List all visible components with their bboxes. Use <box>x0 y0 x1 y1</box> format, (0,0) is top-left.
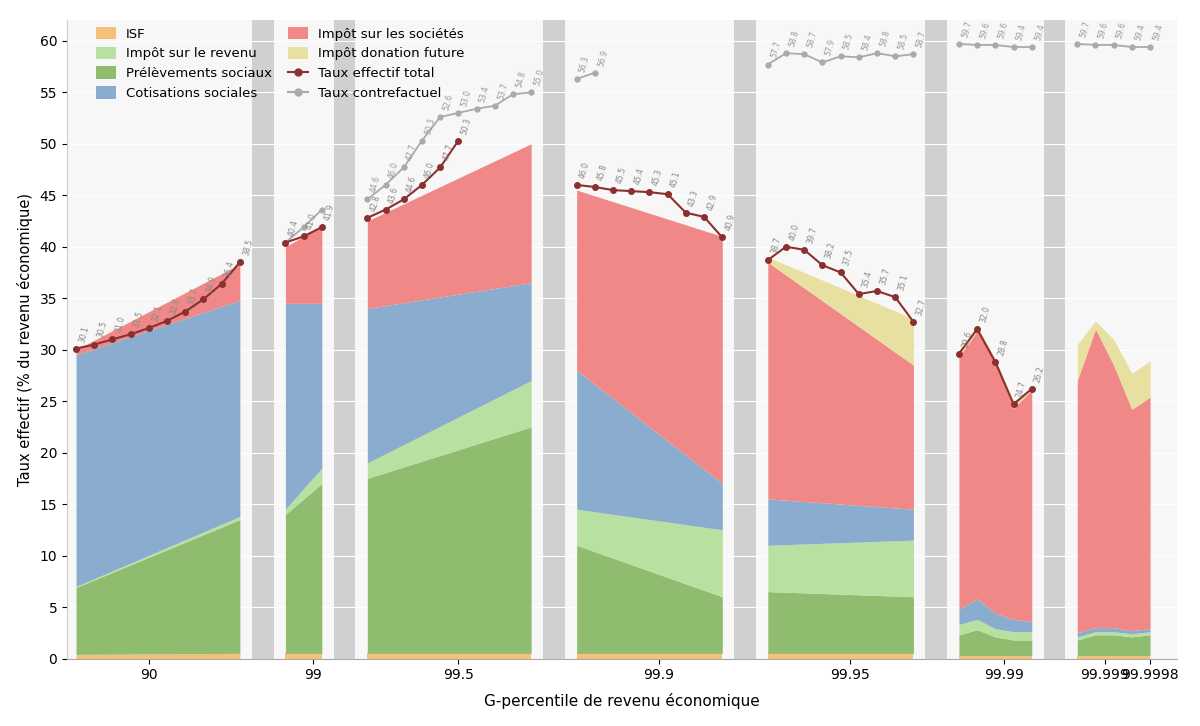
Text: 46.0: 46.0 <box>386 160 400 179</box>
Text: 59.6: 59.6 <box>997 20 1010 39</box>
Text: 41.0: 41.0 <box>305 212 318 231</box>
Text: 53.4: 53.4 <box>478 84 491 103</box>
Text: 45.3: 45.3 <box>650 168 664 187</box>
Text: 46.0: 46.0 <box>578 160 592 179</box>
Text: 40.9: 40.9 <box>724 213 737 232</box>
Text: 31.5: 31.5 <box>132 310 145 329</box>
Text: 45.1: 45.1 <box>670 170 682 189</box>
Text: 58.8: 58.8 <box>787 29 800 48</box>
Legend: ISF, Impôt sur le revenu, Prélèvements sociaux, Cotisations sociales, Impôt sur : ISF, Impôt sur le revenu, Prélèvements s… <box>96 27 464 100</box>
Text: 59.4: 59.4 <box>1015 23 1028 41</box>
Text: 33.7: 33.7 <box>187 287 199 306</box>
Text: 40.4: 40.4 <box>287 219 300 237</box>
Text: 42.9: 42.9 <box>706 192 719 211</box>
Text: 38.2: 38.2 <box>824 241 836 260</box>
Text: 50.3: 50.3 <box>460 116 473 135</box>
Text: 59.4: 59.4 <box>1152 23 1164 41</box>
Text: 59.4: 59.4 <box>1133 23 1146 41</box>
Text: 47.7: 47.7 <box>442 143 455 162</box>
Text: 35.7: 35.7 <box>878 266 892 285</box>
Text: 57.9: 57.9 <box>824 38 836 57</box>
Bar <box>252 20 274 658</box>
Text: 43.6: 43.6 <box>386 185 400 204</box>
Text: 58.7: 58.7 <box>914 30 928 49</box>
Text: 53.0: 53.0 <box>460 89 473 107</box>
Text: 38.7: 38.7 <box>769 236 782 255</box>
Text: 36.4: 36.4 <box>223 259 236 278</box>
Text: 32.1: 32.1 <box>150 304 163 322</box>
Text: 42.8: 42.8 <box>368 194 382 212</box>
Text: 59.6: 59.6 <box>1097 20 1110 39</box>
Text: 32.0: 32.0 <box>978 305 991 324</box>
Text: 45.4: 45.4 <box>632 167 646 186</box>
Text: 29.6: 29.6 <box>960 330 973 348</box>
Text: 34.9: 34.9 <box>205 275 218 293</box>
Text: 28.8: 28.8 <box>997 338 1009 356</box>
Text: 41.9: 41.9 <box>323 203 336 221</box>
Text: 40.0: 40.0 <box>787 222 800 241</box>
Text: 50.3: 50.3 <box>424 116 437 135</box>
Text: 57.7: 57.7 <box>769 40 782 59</box>
Text: 59.7: 59.7 <box>1079 20 1092 38</box>
Text: 26.2: 26.2 <box>1033 364 1046 383</box>
Text: 59.6: 59.6 <box>1115 20 1128 39</box>
Text: 46.0: 46.0 <box>424 160 437 179</box>
Text: 47.7: 47.7 <box>406 143 419 162</box>
Text: 58.8: 58.8 <box>878 29 892 48</box>
Text: 52.6: 52.6 <box>442 93 455 112</box>
Text: 59.7: 59.7 <box>960 20 973 38</box>
Text: 58.4: 58.4 <box>860 33 874 52</box>
Text: 43.3: 43.3 <box>688 189 701 207</box>
Text: 58.5: 58.5 <box>896 32 910 51</box>
Text: 35.1: 35.1 <box>896 273 910 292</box>
Text: 30.5: 30.5 <box>96 320 109 339</box>
Text: 39.7: 39.7 <box>805 226 818 244</box>
Text: 24.7: 24.7 <box>1015 380 1028 399</box>
Text: 32.8: 32.8 <box>168 297 181 315</box>
Text: 32.7: 32.7 <box>914 298 928 317</box>
Bar <box>925 20 947 658</box>
Text: 38.5: 38.5 <box>241 238 254 256</box>
Text: 59.4: 59.4 <box>1033 23 1046 41</box>
Text: 58.5: 58.5 <box>842 32 856 51</box>
Bar <box>334 20 355 658</box>
Text: 44.6: 44.6 <box>406 175 419 194</box>
Bar <box>734 20 756 658</box>
Text: 45.8: 45.8 <box>596 163 610 182</box>
Text: 55.0: 55.0 <box>533 68 546 86</box>
Text: 53.7: 53.7 <box>496 81 509 100</box>
Text: 56.9: 56.9 <box>596 49 610 68</box>
Text: 44.6: 44.6 <box>368 175 382 194</box>
Text: 35.4: 35.4 <box>860 270 874 288</box>
Text: 59.6: 59.6 <box>978 20 991 39</box>
Text: 45.5: 45.5 <box>614 166 628 184</box>
Text: 30.1: 30.1 <box>78 325 90 343</box>
Text: 31.0: 31.0 <box>114 315 127 334</box>
Bar <box>1044 20 1066 658</box>
Bar <box>542 20 565 658</box>
Text: 58.7: 58.7 <box>805 30 818 49</box>
Text: 56.3: 56.3 <box>578 54 592 73</box>
X-axis label: G-percentile de revenu économique: G-percentile de revenu économique <box>485 693 760 709</box>
Text: 37.5: 37.5 <box>842 248 856 267</box>
Text: 54.8: 54.8 <box>515 70 528 89</box>
Y-axis label: Taux effectif (% du revenu économique): Taux effectif (% du revenu économique) <box>17 193 32 486</box>
